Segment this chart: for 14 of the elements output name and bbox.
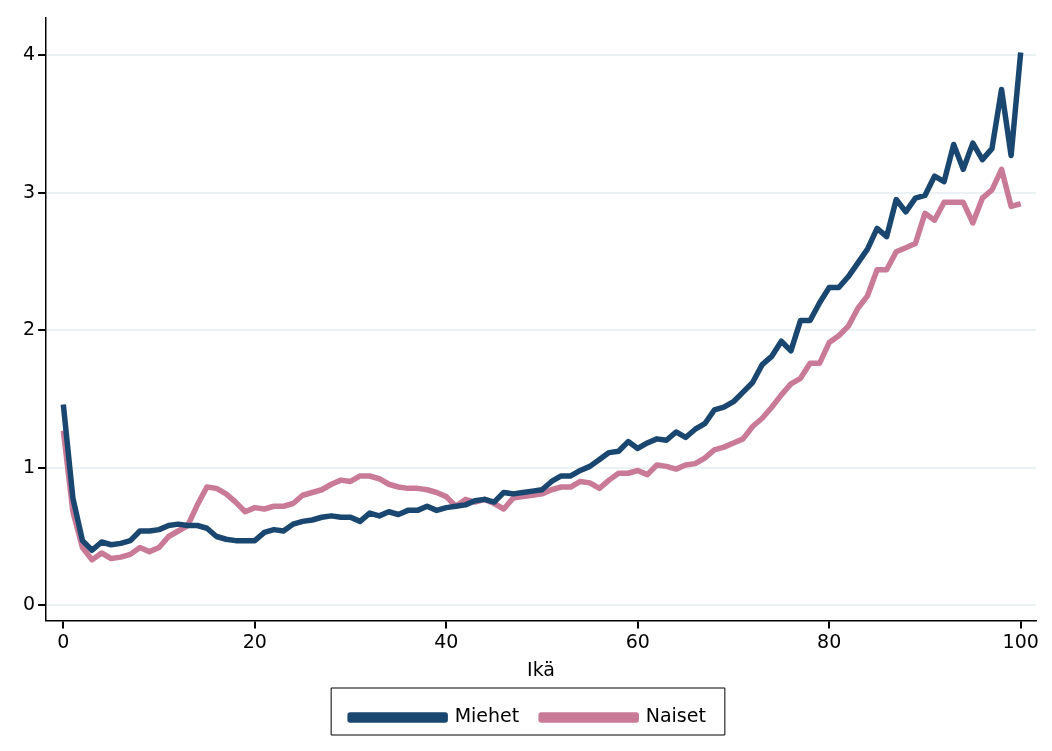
- y-tick-label: 1: [22, 454, 36, 477]
- x-tick-label: 80: [817, 629, 842, 652]
- x-tick-label: 100: [1002, 629, 1039, 652]
- y-tick-label: 3: [22, 179, 36, 202]
- legend-label: Naiset: [645, 704, 706, 727]
- x-tick-label: 20: [242, 629, 267, 652]
- x-axis-title: Ikä: [527, 657, 556, 680]
- legend-label: Miehet: [454, 704, 520, 727]
- x-tick-label: 40: [434, 629, 459, 652]
- x-tick-label: 0: [57, 629, 70, 652]
- x-tick-label: 60: [625, 629, 650, 652]
- y-tick-label: 2: [22, 317, 36, 340]
- y-tick-label: 4: [22, 42, 36, 65]
- y-tick-label: 0: [22, 592, 36, 615]
